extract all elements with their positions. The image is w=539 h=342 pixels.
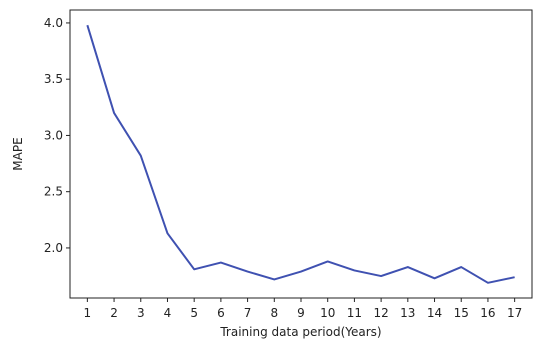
- y-tick-label: 2.5: [44, 185, 63, 199]
- x-tick-label: 3: [137, 306, 145, 320]
- y-tick-label: 2.0: [44, 241, 63, 255]
- x-tick-label: 5: [190, 306, 198, 320]
- x-tick-label: 9: [297, 306, 305, 320]
- x-tick-label: 10: [320, 306, 335, 320]
- x-axis-title: Training data period(Years): [219, 325, 381, 339]
- x-tick-label: 16: [480, 306, 495, 320]
- y-tick-label: 4.0: [44, 16, 63, 30]
- x-tick-label: 13: [400, 306, 415, 320]
- x-tick-label: 15: [454, 306, 469, 320]
- plot-frame: [69, 9, 533, 299]
- x-axis-ticks: 1 2 3 4 5 6 7 8 9 10 11 12 13 14 15 16 17: [84, 298, 522, 320]
- y-axis-title: MAPE: [11, 137, 25, 170]
- x-tick-label: 8: [270, 306, 278, 320]
- x-tick-label: 2: [110, 306, 118, 320]
- x-tick-label: 12: [373, 306, 388, 320]
- x-tick-label: 1: [84, 306, 92, 320]
- x-tick-label: 7: [244, 306, 252, 320]
- y-tick-label: 3.0: [44, 128, 63, 142]
- x-tick-label: 17: [507, 306, 522, 320]
- y-tick-label: 3.5: [44, 72, 63, 86]
- x-tick-label: 14: [427, 306, 442, 320]
- series-layer: [86, 24, 515, 284]
- series-line: [86, 24, 515, 284]
- x-tick-label: 4: [164, 306, 172, 320]
- x-tick-label: 6: [217, 306, 225, 320]
- x-tick-label: 11: [347, 306, 362, 320]
- y-axis-ticks: 2.0 2.5 3.0 3.5 4.0: [44, 16, 70, 255]
